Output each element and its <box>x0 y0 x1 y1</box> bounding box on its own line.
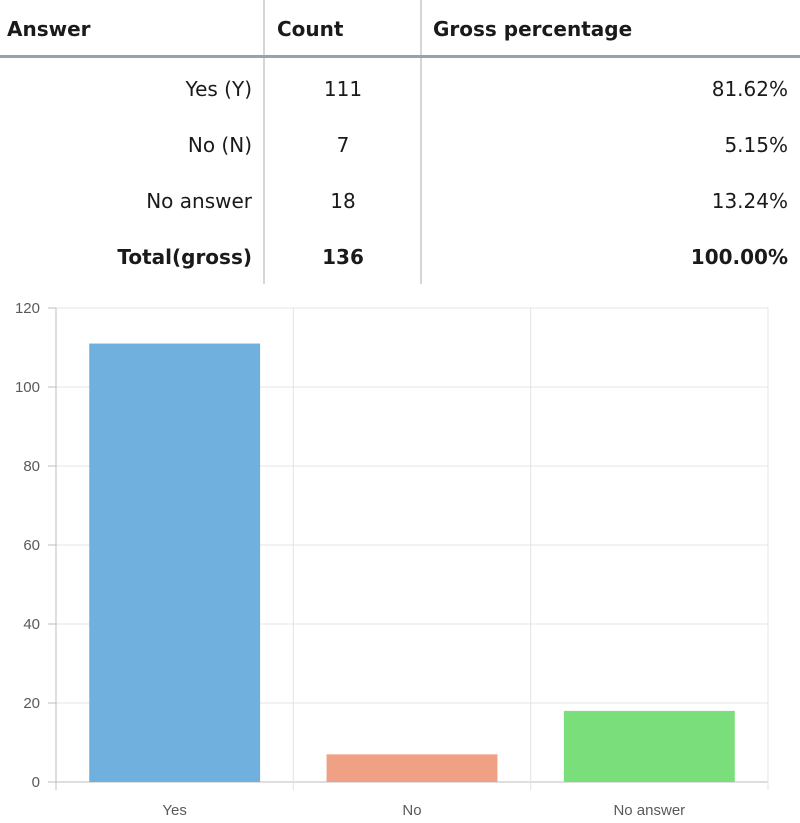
bar-no <box>326 754 498 782</box>
x-tick-label: No answer <box>613 802 685 819</box>
bar-no-answer <box>563 710 735 782</box>
count-cell: 111 <box>323 77 363 101</box>
table-row: No answer 18 13.24% <box>0 173 800 229</box>
bar-chart-svg: 0 20 40 60 80 100 120 Yes No No answer <box>15 300 769 819</box>
y-tick-label: 120 <box>15 300 40 317</box>
bar-layer <box>89 343 735 782</box>
header-answer: Answer <box>7 17 91 41</box>
y-tick-label: 80 <box>23 458 40 475</box>
header-count: Count <box>277 17 344 41</box>
y-tick-label: 40 <box>23 616 40 633</box>
count-cell: 7 <box>336 133 350 157</box>
table-header-row: Answer Count Gross percentage <box>0 0 800 58</box>
table-row: No (N) 7 5.15% <box>0 117 800 173</box>
column-divider <box>263 0 265 284</box>
bar-yes <box>89 343 261 782</box>
column-divider <box>420 0 422 284</box>
bar-chart: 0 20 40 60 80 100 120 Yes No No answer <box>0 290 800 823</box>
y-tick-label: 0 <box>32 774 40 791</box>
y-tick-label: 60 <box>23 537 40 554</box>
percentage-cell: 5.15% <box>724 133 788 157</box>
count-cell: 18 <box>330 189 356 213</box>
header-gross-percentage: Gross percentage <box>433 17 633 41</box>
total-count: 136 <box>322 245 364 269</box>
axis-layer: 0 20 40 60 80 100 120 Yes No No answer <box>15 300 685 819</box>
percentage-cell: 13.24% <box>711 189 788 213</box>
x-tick-label: No <box>402 802 421 819</box>
total-percentage: 100.00% <box>690 245 788 269</box>
answer-cell: No (N) <box>187 133 252 157</box>
answer-cell: Yes (Y) <box>185 77 252 101</box>
table-row: Yes (Y) 111 81.62% <box>0 61 800 117</box>
table-total-row: Total(gross) 136 100.00% <box>0 229 800 285</box>
results-table: Answer Count Gross percentage Yes (Y) 11… <box>0 0 800 284</box>
answer-cell: No answer <box>146 189 252 213</box>
total-label: Total(gross) <box>117 245 252 269</box>
percentage-cell: 81.62% <box>711 77 788 101</box>
x-tick-label: Yes <box>162 802 186 819</box>
y-tick-label: 20 <box>23 695 40 712</box>
y-tick-label: 100 <box>15 379 40 396</box>
